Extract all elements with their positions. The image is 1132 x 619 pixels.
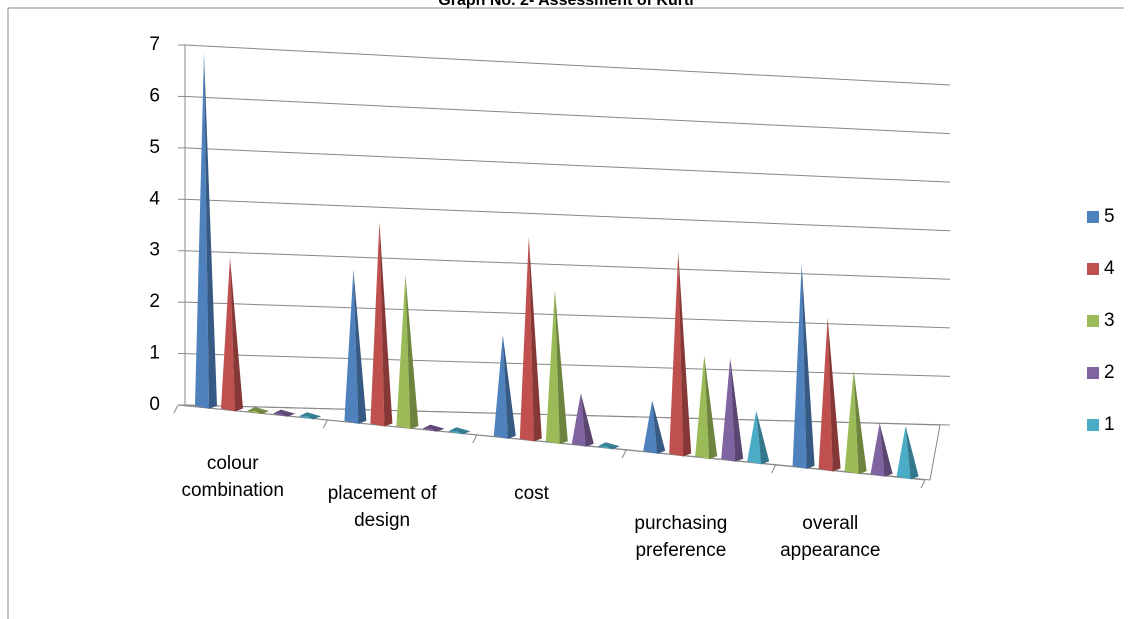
x-tick-label: colour combination (181, 453, 284, 501)
pyramid-side (379, 221, 393, 427)
x-tick (472, 434, 478, 444)
legend-swatch (1087, 263, 1099, 275)
grid-line (184, 44, 951, 86)
pyramid-side (528, 236, 542, 442)
legend-label: 1 (1104, 414, 1115, 435)
pyramid-side (457, 431, 471, 435)
pyramid-side (704, 355, 718, 460)
pyramid (844, 370, 859, 475)
pyramid (792, 264, 807, 469)
x-tick (621, 449, 627, 459)
pyramid (545, 289, 560, 445)
grid-line (184, 147, 951, 183)
pyramid-side (256, 411, 269, 415)
pyramid (396, 274, 411, 430)
grid-line (184, 95, 951, 135)
x-tick (920, 479, 926, 489)
pyramid-side (853, 370, 867, 475)
grid-line (184, 353, 951, 377)
pyramid (695, 355, 710, 460)
y-tick-label: 0 (149, 394, 160, 415)
legend-label: 2 (1104, 362, 1115, 383)
pyramid-side (353, 269, 367, 424)
y-tick-label: 3 (149, 240, 160, 261)
pyramid-side (652, 400, 666, 454)
pyramid (247, 411, 261, 415)
pyramid (597, 446, 612, 450)
x-tick-label: cost (514, 483, 549, 504)
pyramid-side (678, 251, 692, 457)
y-tick-label: 2 (149, 291, 160, 312)
x-tick (771, 464, 777, 474)
legend-label: 4 (1104, 258, 1115, 279)
legend-swatch (1087, 419, 1099, 431)
pyramid (721, 357, 736, 462)
pyramid (870, 423, 885, 477)
chart-title: Graph No. 2- Assessment of Kurti (438, 0, 694, 9)
y-tick-label: 4 (149, 188, 160, 209)
pyramid-side (801, 264, 815, 469)
pyramid-side (879, 423, 893, 477)
pyramid-side (827, 317, 841, 472)
pyramid (448, 431, 463, 435)
pyramid-side (905, 425, 919, 480)
x-tick (322, 419, 328, 429)
pyramid-side (308, 416, 321, 420)
pyramid (747, 410, 762, 465)
pyramid-side (204, 53, 217, 409)
y-tick-label: 7 (149, 34, 160, 55)
pyramid-side (756, 410, 770, 465)
pyramid-side (730, 357, 744, 462)
y-tick-label: 5 (149, 137, 160, 158)
x-tick (173, 404, 179, 414)
pyramid (195, 53, 209, 409)
pyramid (344, 269, 359, 424)
pyramid (221, 257, 235, 412)
grid-line (184, 250, 951, 280)
legend-swatch (1087, 315, 1099, 327)
pyramid (273, 413, 287, 417)
pyramid (422, 428, 437, 432)
pyramid-side (405, 274, 419, 430)
pyramid (370, 221, 385, 427)
legend-label: 3 (1104, 310, 1115, 331)
pyramid (571, 393, 586, 447)
x-tick-label: overall appearance (780, 513, 881, 561)
pyramid-side (554, 289, 568, 445)
pyramid-side (230, 257, 243, 412)
pyramid (896, 425, 911, 480)
pyramid-side (606, 446, 620, 450)
grid-line (184, 198, 951, 232)
legend-swatch (1087, 211, 1099, 223)
y-tick-label: 1 (149, 343, 160, 364)
pyramid (669, 251, 684, 457)
x-tick-label: placement of design (327, 483, 437, 531)
pyramid-side (580, 393, 594, 447)
pyramid-side (431, 428, 445, 432)
legend-swatch (1087, 367, 1099, 379)
pyramid (299, 416, 313, 420)
pyramid-side (282, 413, 295, 417)
legend-label: 5 (1104, 206, 1115, 227)
grid-line (184, 301, 951, 329)
pyramid (818, 317, 833, 472)
pyramid (493, 335, 508, 439)
x-tick-label: purchasing preference (634, 513, 728, 561)
pyramid (519, 236, 534, 442)
y-tick-label: 6 (149, 85, 160, 106)
pyramid (643, 400, 658, 454)
pyramid-side (502, 335, 516, 439)
